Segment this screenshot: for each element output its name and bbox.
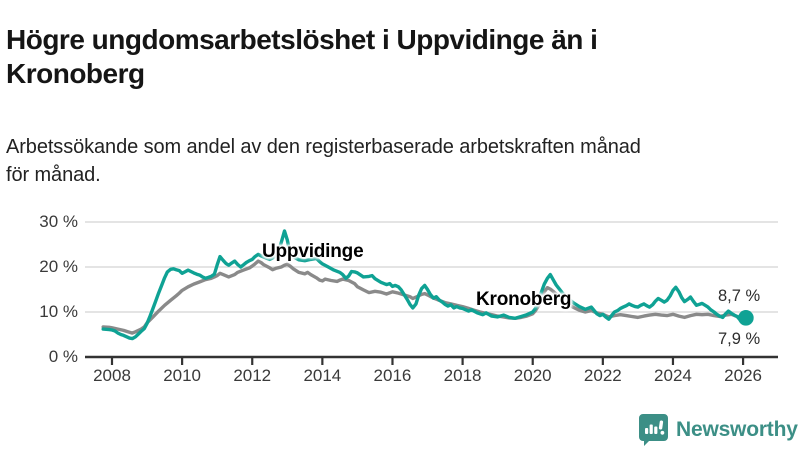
chart-title-line1: Högre ungdomsarbetslöshet i Uppvidinge ä… <box>6 23 598 55</box>
chart-title: Högre ungdomsarbetslöshet i Uppvidinge ä… <box>6 23 786 91</box>
x-axis-tick-label: 2014 <box>303 366 342 385</box>
y-axis-tick-label: 30 % <box>39 212 78 231</box>
y-axis-tick-label: 10 % <box>39 302 78 321</box>
x-axis-tick-label: 2016 <box>373 366 412 385</box>
x-axis-tick-label: 2010 <box>163 366 202 385</box>
x-axis-tick-label: 2024 <box>654 366 692 385</box>
x-axis-tick-label: 2020 <box>513 366 552 385</box>
y-axis-tick-label: 0 % <box>48 347 78 366</box>
x-axis-tick-label: 2026 <box>724 366 762 385</box>
chart-subtitle-line1: Arbetssökande som andel av den registerb… <box>6 136 641 158</box>
chart-subtitle: Arbetssökande som andel av den registerb… <box>6 133 796 190</box>
chart-title-line2: Kronoberg <box>6 57 145 89</box>
x-axis-tick-label: 2018 <box>443 366 482 385</box>
y-axis-tick-label: 20 % <box>39 257 78 276</box>
end-value-label-uppvidinge: 8,7 % <box>718 287 761 305</box>
newsworthy-bar-chart-speech-bubble-icon <box>638 413 669 446</box>
series-line-uppvidinge <box>101 229 748 341</box>
x-axis-tick-label: 2022 <box>583 366 622 385</box>
end-value-label-kronoberg: 7,9 % <box>718 330 761 348</box>
newsworthy-logo[interactable]: Newsworthy <box>638 413 798 446</box>
series-label-kronoberg: Kronoberg <box>476 289 572 310</box>
latest-value-dot-uppvidinge <box>738 310 754 326</box>
x-axis-tick-label: 2008 <box>93 366 131 385</box>
x-axis-tick-label: 2012 <box>233 366 272 385</box>
series-line-kronoberg <box>101 259 748 335</box>
series-label-uppvidinge: Uppvidinge <box>262 241 364 262</box>
newsworthy-wordmark: Newsworthy <box>676 417 798 441</box>
chart-subtitle-line2: för månad. <box>6 164 101 187</box>
